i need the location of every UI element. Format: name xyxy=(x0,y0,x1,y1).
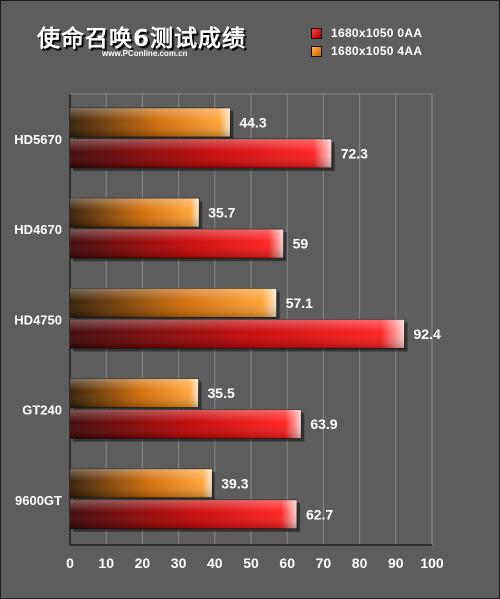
x-tick-label-20: 20 xyxy=(135,555,151,571)
bar-shine-0aa-gt240 xyxy=(70,409,302,439)
value-label-0aa-hd4670: 59 xyxy=(293,236,309,252)
bar-shine-0aa-hd5670 xyxy=(70,139,332,168)
category-label-hd5670: HD5670 xyxy=(14,132,62,147)
value-label-0aa-hd4750: 92.4 xyxy=(413,326,440,342)
x-tick-label-10: 10 xyxy=(98,555,114,571)
value-label-0aa-hd5670: 72.3 xyxy=(341,146,368,162)
bar-shine-4aa-hd4670 xyxy=(70,198,200,228)
category-label-9600gt: 9600GT xyxy=(15,493,62,508)
x-tick-label-100: 100 xyxy=(420,555,444,571)
legend-item-0aa: 1680x1050 0AA xyxy=(311,24,422,42)
value-label-4aa-hd4750: 57.1 xyxy=(286,295,313,311)
value-label-4aa-hd5670: 44.3 xyxy=(239,115,266,131)
chart-subtitle: www.PConline.com.cn xyxy=(102,49,188,58)
bar-shine-4aa-9600gt xyxy=(70,468,213,498)
bar-shine-4aa-hd4750 xyxy=(70,288,277,318)
x-tick-label-70: 70 xyxy=(316,555,332,571)
x-tick-label-60: 60 xyxy=(279,555,295,571)
bar-shine-0aa-hd4670 xyxy=(70,229,284,259)
legend: 1680x1050 0AA 1680x1050 4AA xyxy=(311,24,422,60)
value-label-0aa-gt240: 63.9 xyxy=(310,416,337,432)
x-tick-label-0: 0 xyxy=(66,555,74,571)
x-tick-label-40: 40 xyxy=(207,555,223,571)
label-layer: 0 10 20 30 40 50 60 70 80 90 100 HD5670 44.3 72.3 HD46… xyxy=(14,115,444,572)
bar-shine-4aa-gt240 xyxy=(70,378,199,408)
value-label-4aa-9600gt: 39.3 xyxy=(221,475,248,491)
legend-label-4aa: 1680x1050 4AA xyxy=(331,44,423,58)
category-label-hd4670: HD4670 xyxy=(14,222,62,237)
legend-swatch-0aa xyxy=(311,27,322,39)
bar-shine-0aa-9600gt xyxy=(70,499,297,529)
bar-shine-0aa-hd4750 xyxy=(70,319,405,349)
category-label-gt240: GT240 xyxy=(22,403,62,418)
category-label-hd4750: HD4750 xyxy=(14,312,62,327)
bar-shine-4aa-hd5670 xyxy=(70,108,231,137)
chart-title: 使命召唤6测试成绩 xyxy=(37,26,247,52)
legend-swatch-4aa xyxy=(311,45,322,57)
legend-label-0aa: 1680x1050 0AA xyxy=(331,26,423,40)
bar-layer xyxy=(69,107,408,532)
value-label-4aa-gt240: 35.5 xyxy=(208,385,235,401)
legend-item-4aa: 1680x1050 4AA xyxy=(311,42,422,60)
value-label-0aa-9600gt: 62.7 xyxy=(306,506,333,522)
value-label-4aa-hd4670: 35.7 xyxy=(208,205,235,221)
x-tick-label-50: 50 xyxy=(243,555,259,571)
x-tick-label-30: 30 xyxy=(171,555,187,571)
x-tick-label-80: 80 xyxy=(352,555,368,571)
x-tick-label-90: 90 xyxy=(388,555,404,571)
